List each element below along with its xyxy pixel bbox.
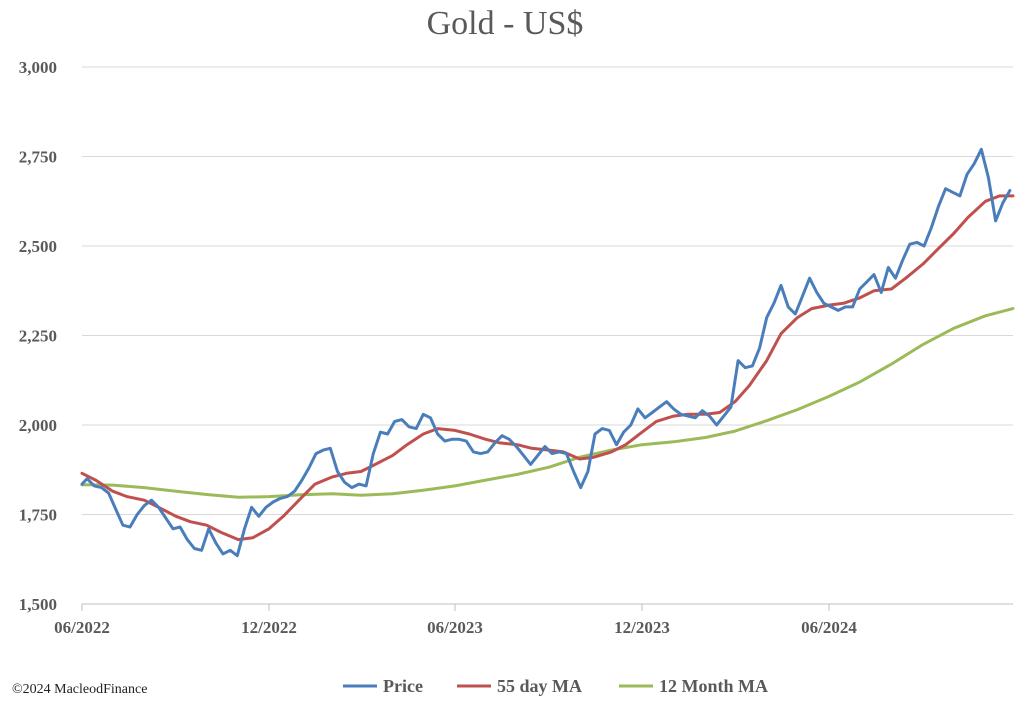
y-tick-label: 2,000	[19, 416, 57, 435]
gridlines	[82, 66, 1013, 515]
x-tick-label: 06/2024	[801, 618, 857, 637]
y-tick-label: 2,750	[19, 148, 57, 167]
copyright-notice: ©2024 MacleodFinance	[12, 682, 148, 697]
legend-label: 55 day MA	[497, 676, 582, 696]
chart-title: Gold - US$	[427, 5, 584, 42]
legend-label: 12 Month MA	[659, 676, 768, 696]
x-axis-ticks: 06/2022 12/2022 06/2023 12/2023 06/2024	[54, 604, 857, 637]
legend: Price 55 day MA 12 Month MA	[343, 676, 768, 696]
x-tick-label: 06/2022	[54, 618, 110, 637]
legend-label: Price	[383, 676, 423, 696]
series-line-55-day-ma	[80, 194, 1015, 542]
x-tick-label: 12/2022	[241, 618, 297, 637]
y-tick-label: 1,500	[19, 595, 57, 614]
y-axis-ticks: 1,500 1,750 2,000 2,250 2,500 2,750 3,000	[19, 58, 57, 614]
y-tick-label: 2,250	[19, 327, 57, 346]
y-tick-label: 3,000	[19, 58, 57, 77]
x-tick-label: 06/2023	[427, 618, 483, 637]
series-line-12-month-ma	[80, 307, 1015, 499]
y-tick-label: 1,750	[19, 506, 57, 525]
series-line-price	[80, 147, 1012, 558]
y-tick-label: 2,500	[19, 237, 57, 256]
x-tick-label: 12/2023	[614, 618, 670, 637]
series-lines	[80, 147, 1015, 558]
